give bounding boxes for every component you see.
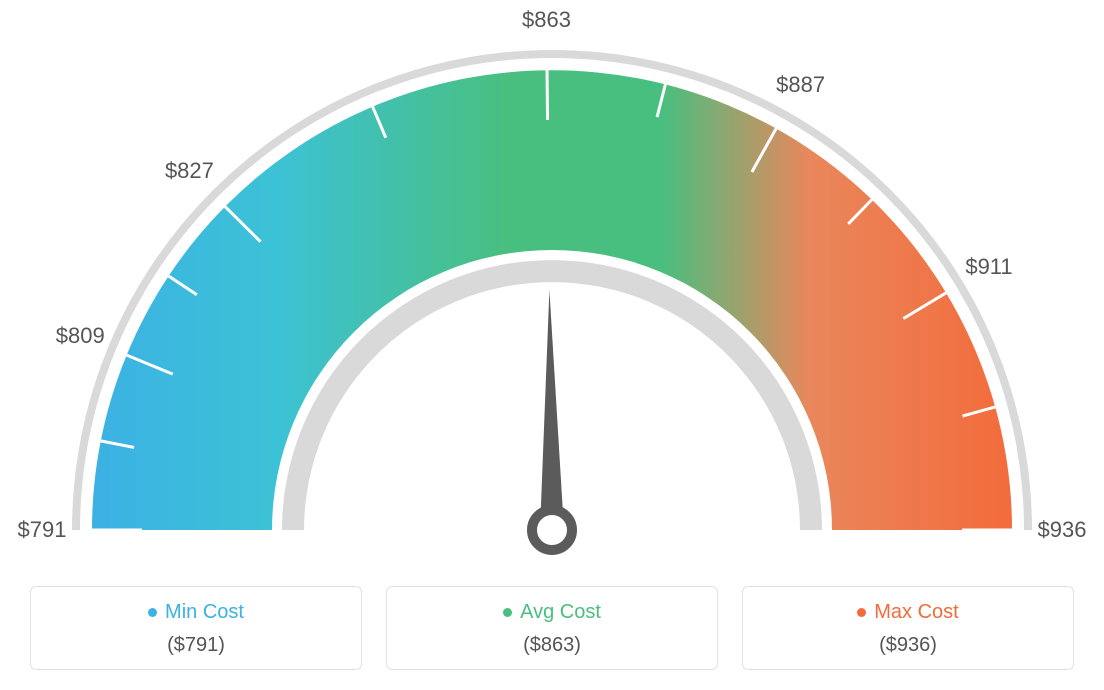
- legend-row: Min Cost ($791) Avg Cost ($863) Max Cost ($93…: [30, 586, 1074, 670]
- gauge-needle: [540, 290, 564, 530]
- legend-card: Max Cost ($936): [742, 586, 1074, 670]
- legend-title: Min Cost: [148, 601, 244, 624]
- legend-value: ($791): [41, 634, 351, 657]
- gauge-svg: [0, 0, 1104, 570]
- gauge-tick-label: $911: [965, 254, 1012, 280]
- gauge-tick-label: $936: [1038, 517, 1087, 543]
- gauge-tick-label: $827: [165, 158, 214, 184]
- legend-title: Max Cost: [857, 601, 958, 624]
- gauge-chart-container: { "gauge": { "type": "gauge", "center_x"…: [0, 0, 1104, 690]
- legend-value: ($936): [753, 634, 1063, 657]
- legend-dot-icon: [503, 608, 512, 617]
- gauge-tick-label: $887: [776, 72, 825, 98]
- gauge-tick-label: $809: [56, 323, 105, 349]
- legend-title-label: Min Cost: [165, 601, 244, 624]
- legend-card: Avg Cost ($863): [386, 586, 718, 670]
- gauge-tick-label: $791: [18, 517, 67, 543]
- legend-dot-icon: [148, 608, 157, 617]
- legend-title: Avg Cost: [503, 601, 601, 624]
- legend-title-label: Avg Cost: [520, 601, 601, 624]
- legend-title-label: Max Cost: [874, 601, 958, 624]
- gauge-tick-label: $863: [522, 7, 571, 33]
- gauge-area: $791 $809 $827 $863 $887 $911 $936: [0, 0, 1104, 570]
- legend-dot-icon: [857, 608, 866, 617]
- legend-card: Min Cost ($791): [30, 586, 362, 670]
- legend-value: ($863): [397, 634, 707, 657]
